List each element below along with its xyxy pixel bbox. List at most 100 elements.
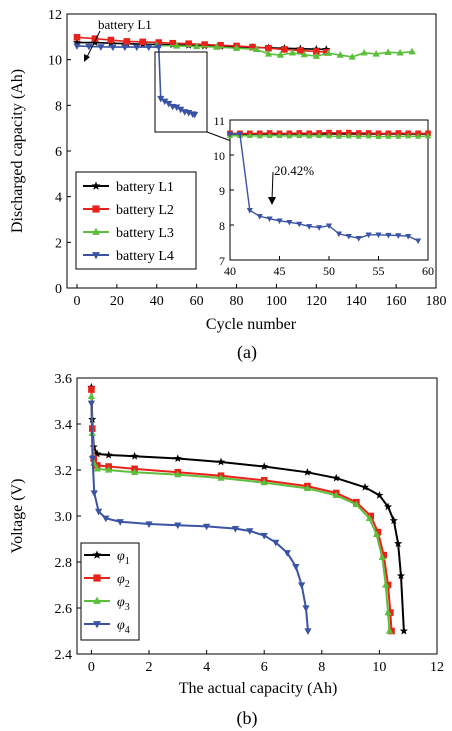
panel-b-series-phi-4-point	[231, 526, 240, 533]
panel-b-series-group	[87, 382, 408, 635]
panel-b-series-phi-2-point	[387, 609, 394, 616]
inset-series-battery-l4-point	[316, 225, 323, 231]
panel-b-series-phi-3-point	[382, 581, 390, 588]
panel-b-series-phi-1-point	[389, 516, 398, 525]
panel-b-series-phi-4-point	[202, 523, 211, 531]
panel-b-series-phi-1-point	[173, 454, 182, 462]
inset-series-battery-l2-point	[375, 130, 382, 137]
panel-a-x-tick-label: 100	[266, 294, 287, 309]
inset-series-battery-l3-point	[296, 132, 303, 138]
panel-a-y-tick-label: 0	[55, 282, 62, 297]
panel-b-y-tick-label: 3.4	[55, 418, 73, 433]
panel-b-series-phi-1-point	[303, 468, 312, 476]
panel-a-x-tick-label: 20	[110, 294, 124, 309]
panel-b-x-tick-label: 2	[146, 660, 153, 675]
inset-series-battery-l2-point	[326, 129, 332, 136]
panel-b-series-phi-3-point	[384, 608, 392, 616]
panel-a-annotation-battery-l1: battery L1	[98, 17, 152, 32]
panel-b-series-phi-3-point	[372, 530, 381, 538]
panel-b-x-tick-label: 10	[372, 660, 386, 675]
inset-series-battery-l4-point	[256, 214, 263, 220]
panel-a-series-battery-l1-point	[72, 38, 82, 47]
panel-a-x-tick-label: 0	[73, 294, 80, 309]
panel-b-x-tick-label: 4	[203, 660, 210, 675]
inset-x-tick-label: 60	[422, 264, 434, 278]
panel-b-series-phi-4-point	[292, 563, 300, 571]
inset-series-battery-l4-point	[405, 233, 412, 240]
panel-b-series-phi-1-point	[375, 491, 384, 499]
panel-a-y-tick-label: 10	[48, 54, 62, 69]
inset-series-battery-l3-point	[345, 132, 352, 139]
panel-b-legend-label-phi-3: φ3	[117, 595, 130, 613]
panel-a-series-battery-l3-point	[396, 48, 404, 56]
panel-a-series-battery-l2-point	[313, 48, 320, 55]
panel-b-series-phi-2-point	[384, 581, 392, 589]
panel-b-series-phi-1-point	[130, 451, 139, 460]
panel-a-annotation-arrow	[85, 30, 101, 60]
panel-a-series-battery-l3-point	[173, 42, 181, 49]
panel-a-series-battery-l3-point	[324, 49, 332, 56]
inset-series-battery-l3-point	[286, 132, 293, 139]
panel-b-series-phi-4-point	[283, 550, 291, 557]
inset-series-battery-l2-point	[346, 129, 352, 136]
panel-b-x-tick-label: 0	[88, 660, 95, 675]
panel-a-x-tick-label: 140	[346, 294, 367, 309]
inset-y-tick-label: 8	[219, 219, 225, 233]
panel-b-series-phi-4-point	[304, 628, 312, 635]
panel-a-series-battery-l2-point	[297, 47, 304, 54]
inset-series-battery-l2-point	[355, 130, 362, 136]
inset-series-battery-l4-point	[345, 233, 352, 240]
inset-series-battery-l4-point	[325, 223, 333, 230]
inset-series-battery-l3-point	[316, 132, 323, 138]
panel-b-series-phi-1-point	[383, 502, 393, 511]
panel-a-series-battery-l2-point	[281, 46, 288, 53]
panel-a-series-battery-l3-point	[212, 43, 221, 50]
panel-a-legend-marker-battery-l2	[92, 205, 100, 213]
panel-b-y-tick-label: 3.0	[55, 510, 73, 525]
inset-y-tick-label: 10	[213, 149, 225, 163]
inset-y-tick-label: 9	[219, 184, 225, 198]
inset-series-battery-l3-point	[395, 133, 402, 139]
panel-a-chart: 0 20 40 60 80 100 120 140 160 180 0 2 4 6 8 10 12 Cycle …	[9, 8, 447, 363]
panel-a-legend-label-battery-l1: battery L1	[116, 180, 174, 195]
panel-b-series-phi-2-point	[374, 528, 382, 536]
panel-a-series-battery-l3-point	[360, 48, 368, 56]
panel-a-series-battery-l2-point	[73, 33, 81, 41]
inset-y-tick-label: 11	[213, 114, 225, 128]
inset-series-group	[226, 129, 432, 245]
panel-b-label: (b)	[237, 708, 258, 729]
panel-a-series-battery-l2-point	[201, 41, 208, 48]
inset-series-battery-l3-point	[306, 132, 313, 139]
panel-a-annotation-arrowhead	[84, 54, 90, 62]
inset-series-battery-l4-point	[355, 236, 362, 242]
panel-b-y-tick-label: 3.6	[55, 372, 73, 387]
panel-b-series-phi-3-point	[352, 500, 360, 508]
inset-series-battery-l3-point	[365, 132, 372, 139]
panel-b-legend-label-phi-4: φ4	[117, 618, 130, 636]
panel-a-legend-marker-battery-l1	[91, 181, 101, 190]
panel-b-y-tick-label: 2.6	[55, 602, 73, 617]
panel-a-series-battery-l3-point	[372, 49, 380, 57]
panel-a-series-battery-l4-point	[165, 100, 173, 108]
panel-a-series-battery-l4-point	[97, 44, 105, 51]
panel-a-legend-label-battery-l4: battery L4	[116, 249, 174, 264]
panel-b-series-phi-1-point	[394, 539, 403, 548]
inset-series-battery-l3-point	[335, 133, 342, 139]
inset-series-battery-l4-point	[335, 231, 342, 238]
panel-b-series-phi-3-point	[105, 466, 113, 473]
panel-b-series-phi-3-point	[260, 478, 268, 486]
panel-a-series-battery-l4-point	[191, 111, 199, 119]
panel-b-series-phi-2-point	[380, 551, 388, 559]
panel-b-series-phi-1-point	[360, 482, 370, 491]
panel-b-series-phi-4-point	[102, 515, 110, 523]
panel-a-zoom-box	[154, 51, 208, 133]
panel-b-series-phi-3-point	[378, 553, 386, 561]
panel-a-label: (a)	[237, 342, 257, 363]
panel-b-legend: φ1 φ2 φ3 φ4	[80, 542, 140, 641]
panel-b-series-phi-4-point	[272, 539, 280, 547]
panel-b-series-phi-4-point	[116, 519, 124, 526]
panel-b-series-phi-4-point	[302, 605, 310, 612]
panel-b-series-phi-3-point	[87, 392, 96, 400]
panel-a-series-battery-l2-point	[322, 48, 330, 56]
